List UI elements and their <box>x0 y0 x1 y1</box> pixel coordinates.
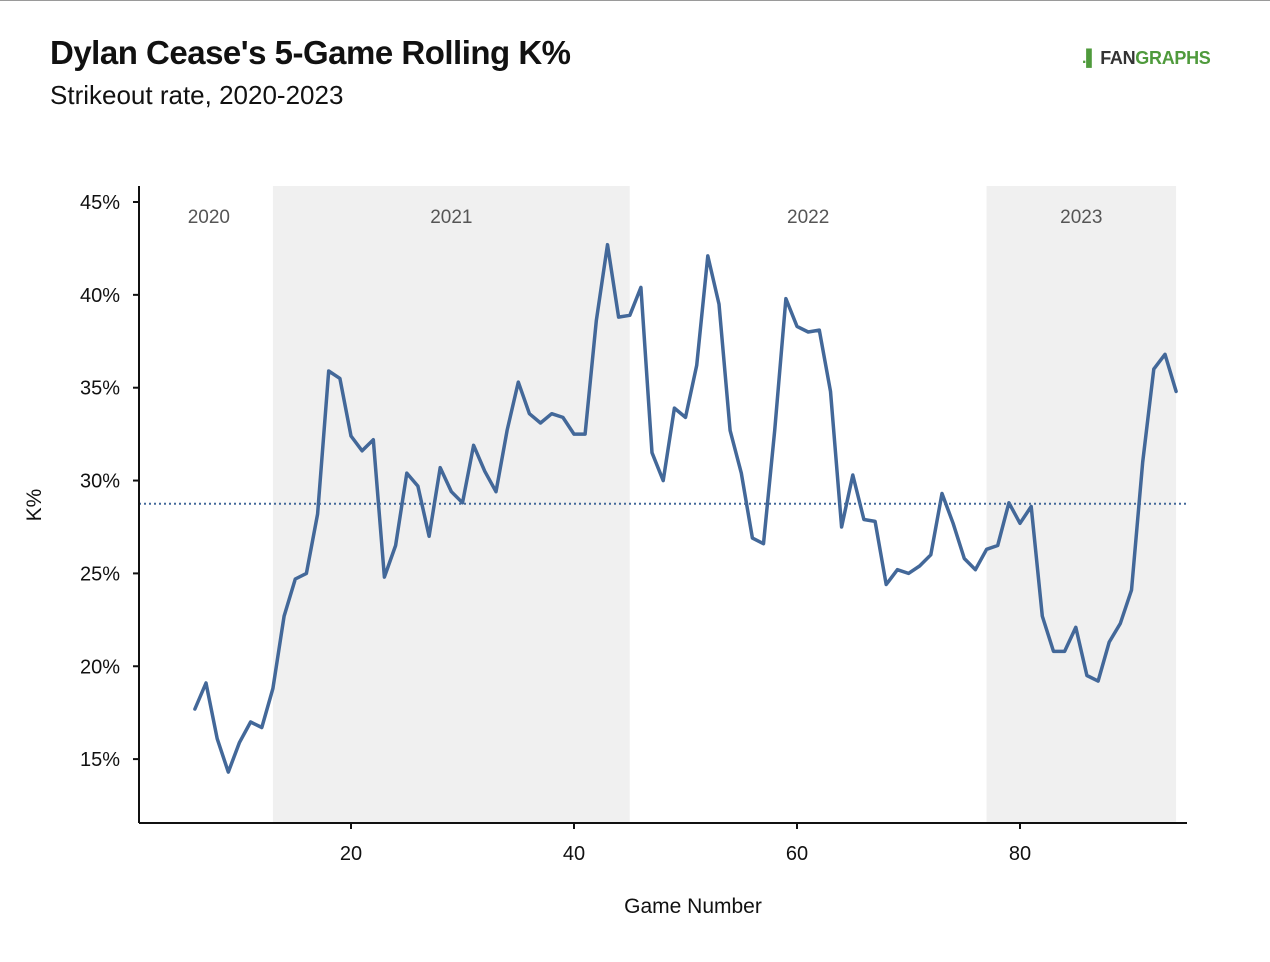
k-percent-series-line <box>193 242 1178 774</box>
fangraphs-logo: .▌ FAN GRAPHS <box>1082 48 1211 69</box>
logo-mark-icon: .▌ <box>1082 49 1098 67</box>
season-label-2022: 2022 <box>787 207 829 228</box>
y-tick-label-15: 15% <box>80 749 120 771</box>
x-axis-title: Game Number <box>624 895 762 918</box>
chart-subtitle: Strikeout rate, 2020-2023 <box>50 80 344 110</box>
season-label-2021: 2021 <box>430 207 472 228</box>
logo-graphs-text: GRAPHS <box>1135 48 1211 68</box>
y-axis-title: K% <box>23 489 46 522</box>
y-tick-label-25: 25% <box>80 563 120 585</box>
x-tick-label-60: 60 <box>786 843 808 865</box>
season-label-2020: 2020 <box>188 207 230 228</box>
logo-fan-text: FAN <box>1100 48 1136 68</box>
x-tick-label-20: 20 <box>340 843 362 865</box>
x-tick-label-40: 40 <box>563 843 585 865</box>
x-tick-label-80: 80 <box>1009 843 1031 865</box>
chart-title: Dylan Cease's 5-Game Rolling K% <box>50 34 571 71</box>
y-tick-label-40: 40% <box>80 285 120 307</box>
top-border <box>0 0 1270 1</box>
y-tick-label-30: 30% <box>80 471 120 493</box>
y-tick-label-45: 45% <box>80 192 120 214</box>
season-label-2023: 2023 <box>1060 207 1102 228</box>
y-tick-label-20: 20% <box>80 656 120 678</box>
y-tick-label-35: 35% <box>80 378 120 400</box>
season-band-2021 <box>272 186 630 823</box>
